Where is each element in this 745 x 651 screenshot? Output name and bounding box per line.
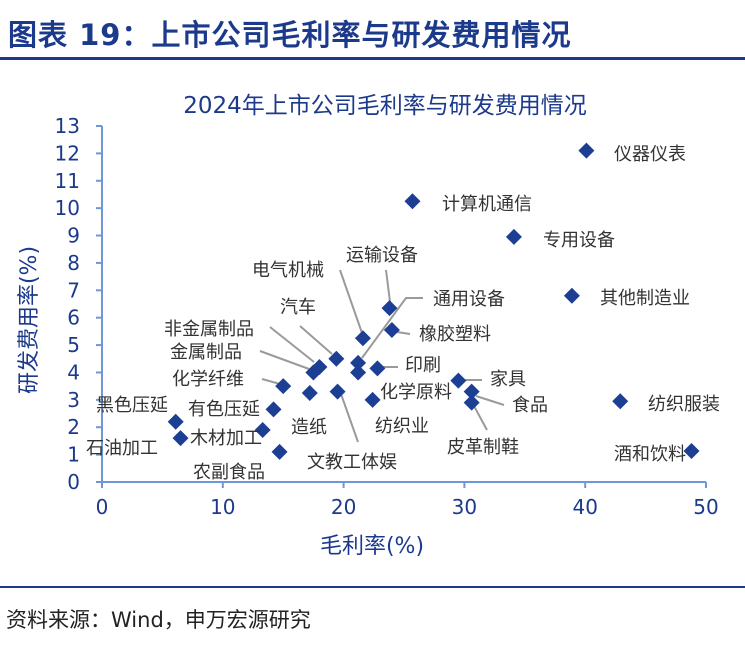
y-tick-label: 4 — [67, 360, 80, 384]
x-tick-label: 0 — [96, 495, 109, 519]
leader-line — [385, 269, 391, 303]
point-label: 专用设备 — [543, 230, 615, 251]
data-point — [463, 383, 480, 400]
data-point — [329, 383, 346, 400]
point-label: 橡胶塑料 — [419, 324, 491, 345]
point-label: 非金属制品 — [164, 319, 254, 340]
point-label: 皮革制鞋 — [447, 437, 519, 458]
x-tick-label: 20 — [331, 495, 356, 519]
point-label: 石油加工 — [86, 438, 158, 459]
source-note: 资料来源：Wind，申万宏源研究 — [6, 608, 311, 632]
y-tick-label: 9 — [67, 224, 80, 248]
data-point — [354, 330, 371, 347]
leader-line — [361, 297, 423, 359]
data-point — [301, 385, 318, 401]
point-label: 纺织业 — [375, 416, 429, 437]
data-point — [167, 413, 184, 430]
point-label: 化学纤维 — [172, 369, 244, 390]
point-label: 黑色压延 — [96, 395, 168, 416]
point-label: 纺织服装 — [648, 394, 720, 415]
y-tick-label: 10 — [55, 196, 80, 220]
y-axis-title: 研发费用率(%) — [17, 246, 42, 394]
data-point — [275, 378, 292, 395]
y-tick-label: 6 — [67, 306, 80, 330]
point-label: 文教工体娱 — [307, 452, 397, 473]
point-label: 食品 — [512, 395, 548, 416]
data-point — [328, 350, 345, 367]
y-tick-label: 5 — [67, 333, 80, 357]
x-axis-title: 毛利率(%) — [320, 534, 424, 559]
leader-line — [475, 395, 505, 406]
data-point — [505, 228, 522, 245]
y-tick-label: 3 — [67, 388, 80, 412]
data-point — [383, 322, 400, 339]
data-point — [172, 430, 189, 447]
data-point — [404, 193, 421, 210]
data-point — [612, 393, 629, 410]
x-tick-label: 30 — [452, 495, 477, 519]
leader-line — [261, 378, 281, 385]
y-tick-label: 0 — [67, 470, 80, 494]
point-label: 化学原料 — [380, 382, 452, 403]
point-label: 酒和饮料 — [614, 444, 686, 465]
y-tick-label: 13 — [55, 114, 80, 138]
point-label: 通用设备 — [433, 289, 505, 310]
header-divider — [0, 57, 745, 60]
leader-line — [339, 269, 363, 334]
x-tick-label: 50 — [693, 495, 718, 519]
figure-header: 图表 19：上市公司毛利率与研发费用情况 — [8, 18, 572, 52]
data-point — [369, 360, 386, 377]
data-point — [463, 394, 480, 411]
y-tick-label: 7 — [67, 278, 80, 302]
leader-line — [269, 326, 315, 363]
data-point — [563, 287, 580, 304]
x-tick-label: 40 — [572, 495, 597, 519]
data-point — [254, 421, 271, 438]
data-point — [450, 372, 467, 389]
y-tick-label: 1 — [67, 443, 80, 467]
y-tick-label: 8 — [67, 251, 80, 275]
chart-title: 2024年上市公司毛利率与研发费用情况 — [183, 93, 587, 119]
point-label: 汽车 — [280, 297, 316, 318]
data-point — [265, 401, 282, 418]
x-tick-label: 10 — [210, 495, 235, 519]
data-point — [578, 142, 595, 159]
footer-divider — [0, 586, 745, 588]
leader-line — [340, 393, 359, 443]
y-tick-label: 12 — [55, 141, 80, 165]
point-label: 木材加工 — [190, 428, 262, 449]
leader-line — [299, 325, 333, 355]
data-point — [364, 391, 381, 408]
data-point — [305, 364, 322, 381]
y-tick-label: 2 — [67, 415, 80, 439]
data-point — [350, 364, 367, 381]
leader-line — [473, 405, 488, 431]
point-label: 计算机通信 — [442, 194, 532, 215]
point-label: 有色压延 — [188, 399, 260, 420]
point-label: 农副食品 — [193, 462, 265, 483]
point-label: 电气机械 — [252, 260, 324, 281]
point-label: 金属制品 — [170, 342, 242, 363]
data-point — [350, 354, 367, 371]
data-point — [271, 443, 288, 460]
point-label: 其他制造业 — [600, 288, 690, 309]
point-label: 运输设备 — [346, 245, 418, 266]
y-tick-label: 11 — [55, 169, 80, 193]
data-point — [683, 443, 700, 460]
point-label: 造纸 — [291, 417, 327, 438]
point-label: 仪器仪表 — [614, 144, 686, 165]
data-point — [381, 300, 398, 317]
point-label: 家具 — [490, 369, 526, 390]
leader-line — [396, 331, 411, 335]
point-label: 印刷 — [405, 355, 441, 376]
leader-line — [259, 350, 310, 370]
